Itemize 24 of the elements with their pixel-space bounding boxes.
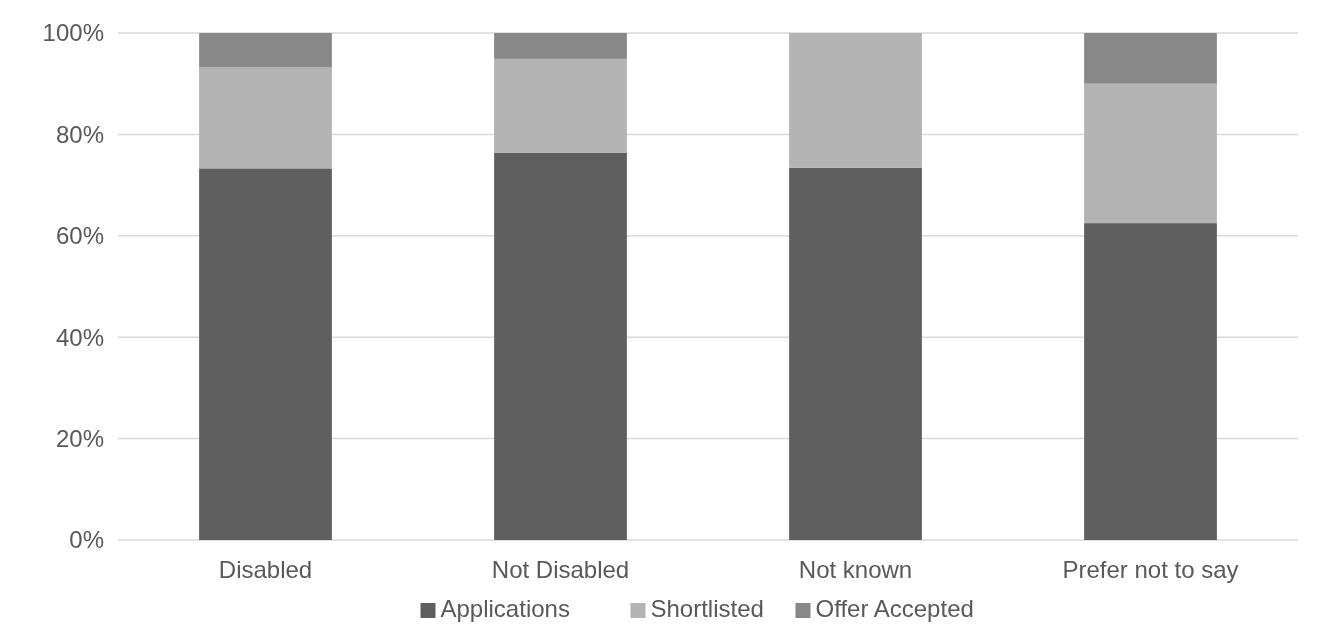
legend-label: Offer Accepted — [815, 595, 974, 622]
y-tick-label: 80% — [55, 120, 104, 148]
bar — [494, 58, 627, 153]
legend-label: Applications — [440, 595, 570, 622]
x-tick-label: Prefer not to say — [1062, 556, 1239, 583]
legend-label: Shortlisted — [650, 595, 764, 622]
x-tick-label: Not known — [798, 556, 913, 583]
y-tick-label: 0% — [69, 526, 104, 554]
bar — [494, 152, 627, 540]
y-tick-label: 100% — [42, 19, 104, 47]
x-tick-label: Disabled — [218, 556, 313, 583]
bar — [789, 33, 922, 168]
bar — [1084, 33, 1217, 84]
bar — [199, 66, 332, 169]
bar — [199, 168, 332, 540]
y-tick-label: 20% — [55, 425, 104, 452]
bar — [1084, 223, 1217, 540]
y-tick-label: 60% — [55, 222, 104, 250]
bar — [1084, 83, 1217, 224]
x-tick-label: Not Disabled — [491, 556, 630, 583]
bar — [789, 167, 922, 540]
bar — [199, 33, 332, 67]
y-tick-label: 40% — [55, 323, 104, 351]
bar — [494, 33, 627, 59]
